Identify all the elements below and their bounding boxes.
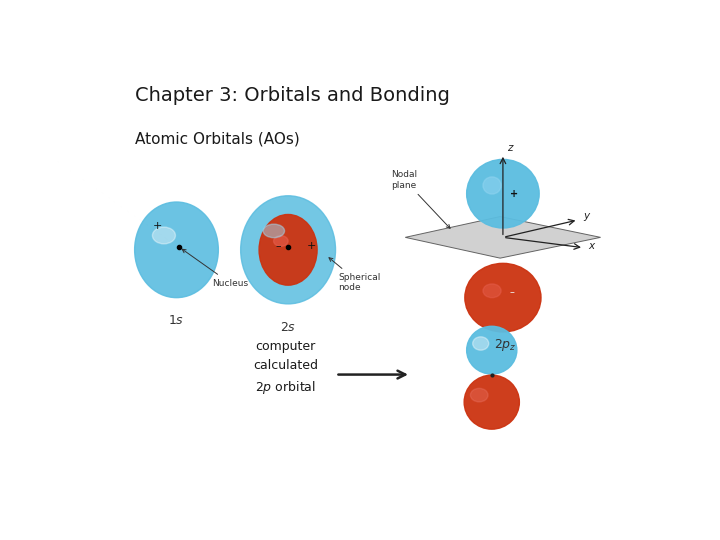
Text: z: z [508,143,513,153]
Text: Spherical
node: Spherical node [329,258,380,292]
Ellipse shape [259,214,317,285]
Text: +: + [510,188,518,199]
Ellipse shape [153,227,176,244]
Text: –: – [275,241,281,251]
Text: –: – [510,287,514,297]
Ellipse shape [483,177,501,194]
Text: Atomic Orbitals (AOs): Atomic Orbitals (AOs) [135,131,300,146]
Ellipse shape [467,326,517,374]
Text: +: + [307,241,316,251]
Text: Chapter 3: Orbitals and Bonding: Chapter 3: Orbitals and Bonding [135,85,449,105]
Text: $2s$: $2s$ [280,321,296,334]
Text: computer
calculated
$2p$ orbital: computer calculated $2p$ orbital [253,340,318,396]
Ellipse shape [467,159,539,228]
Text: x: x [588,241,595,251]
Text: $2p_z$: $2p_z$ [495,338,517,354]
Ellipse shape [464,375,519,429]
Text: y: y [583,211,590,221]
Ellipse shape [264,224,284,238]
Ellipse shape [135,202,218,298]
Ellipse shape [483,284,501,298]
Ellipse shape [465,264,541,332]
Text: $1s$: $1s$ [168,314,184,327]
Text: Nodal
plane: Nodal plane [392,170,450,228]
Text: +: + [153,221,162,231]
Ellipse shape [470,388,488,402]
Ellipse shape [472,337,489,350]
Text: Nucleus: Nucleus [182,249,248,288]
Polygon shape [405,217,600,258]
Ellipse shape [240,196,336,304]
Ellipse shape [274,235,288,246]
